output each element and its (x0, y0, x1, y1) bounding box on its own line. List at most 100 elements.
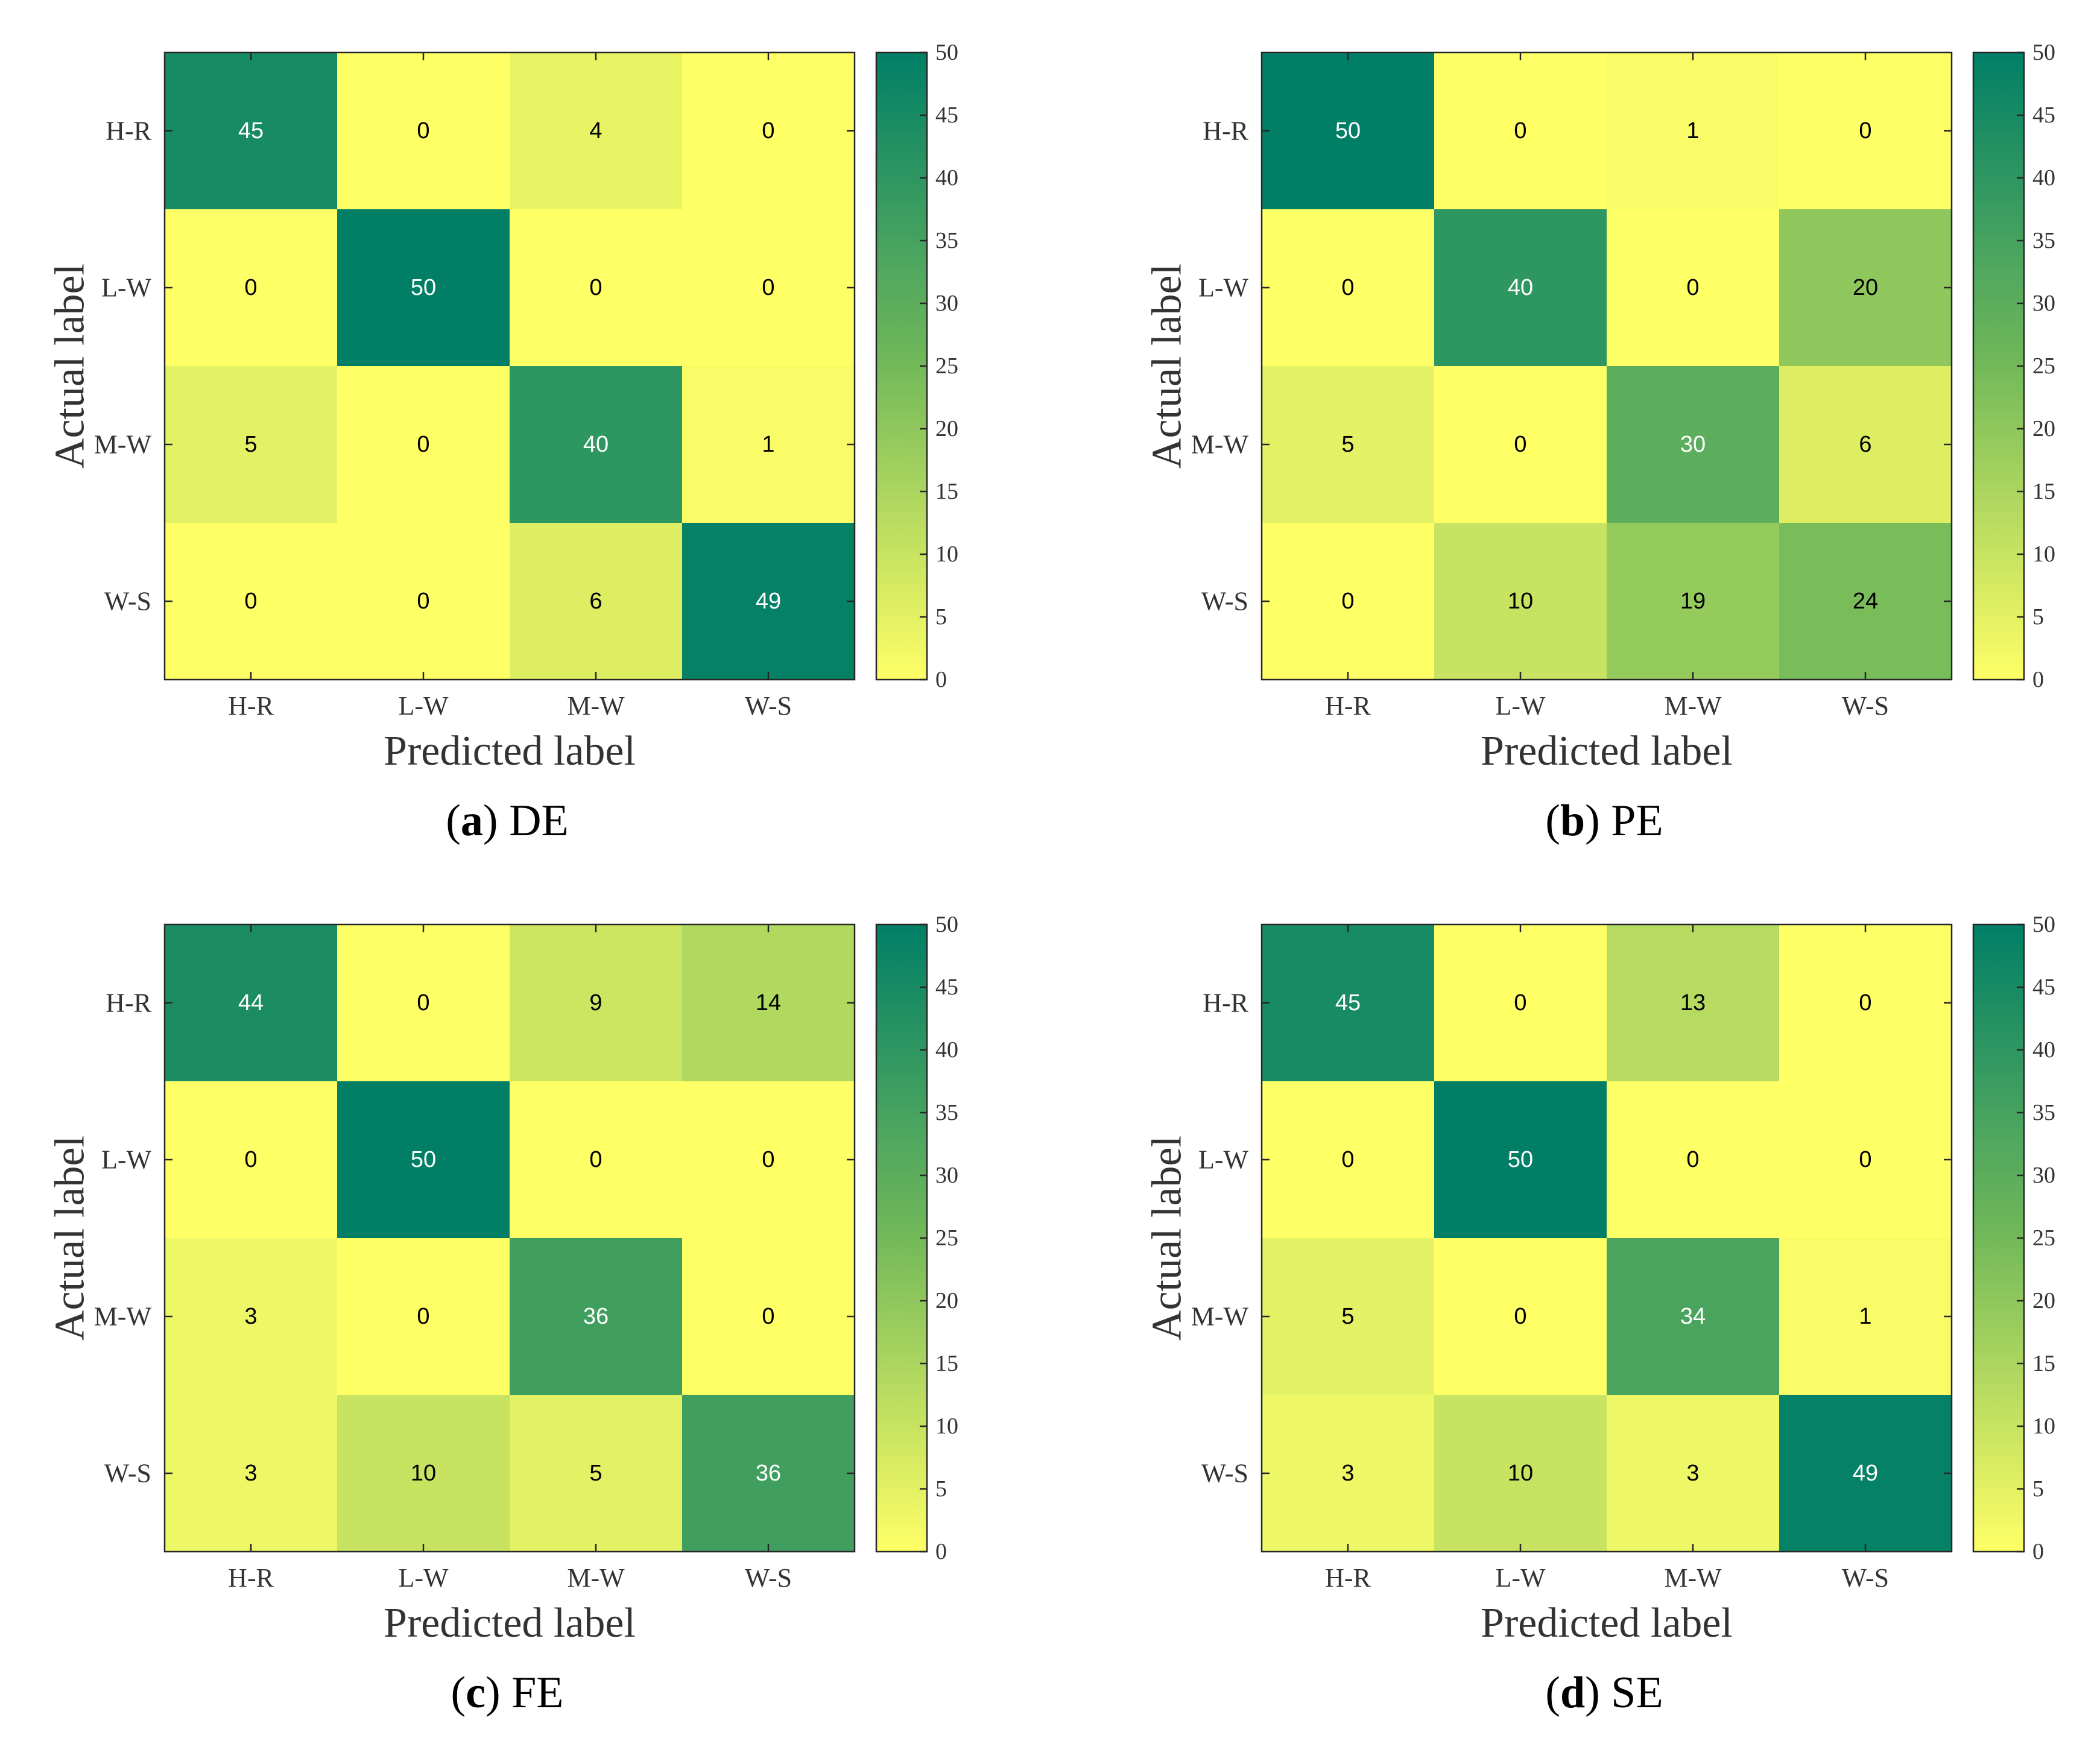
heatmap-cell (165, 924, 338, 1082)
colorbar-tick-label: 35 (935, 1100, 958, 1125)
heatmap-cell (165, 366, 338, 523)
cell-value-label: 50 (411, 1147, 436, 1172)
colorbar-tick-label: 15 (2032, 1351, 2055, 1376)
colorbar-tick-label: 20 (935, 416, 958, 441)
colorbar-tick-label: 35 (2032, 228, 2055, 253)
cell-value-label: 45 (238, 118, 264, 144)
x-axis-label: Predicted label (1481, 1600, 1733, 1646)
colorbar-tick-label: 50 (2032, 912, 2055, 937)
panel-caption: (a) DE (446, 796, 568, 845)
colorbar-tick-label: 15 (2032, 479, 2055, 504)
cell-value-label: 0 (1514, 432, 1526, 457)
cell-value-label: 3 (244, 1461, 257, 1486)
x-tick-label: L-W (1495, 1563, 1546, 1593)
heatmap-cell (1434, 1395, 1607, 1552)
cell-value-label: 0 (417, 990, 429, 1016)
heatmap-cell (1262, 924, 1435, 1082)
x-tick-label: W-S (1842, 1563, 1889, 1593)
x-tick-label: L-W (1495, 691, 1546, 721)
heatmap-cell (337, 523, 510, 680)
colorbar-tick-label: 10 (935, 542, 958, 567)
heatmap-cell (1607, 1081, 1780, 1239)
colorbar (1973, 924, 2024, 1552)
colorbar-tick-label: 30 (2032, 1163, 2055, 1188)
heatmap-cell (510, 523, 683, 680)
y-tick-label: H-R (1203, 116, 1248, 146)
x-axis-label: Predicted label (384, 1600, 636, 1646)
panel-letter: b (1560, 796, 1585, 845)
cell-value-label: 0 (1686, 275, 1699, 300)
x-tick-label: M-W (567, 691, 625, 721)
cell-value-label: 36 (583, 1304, 609, 1329)
heatmap-cell (1434, 924, 1607, 1082)
cell-value-label: 0 (244, 589, 257, 614)
heatmap-cell (1262, 1395, 1435, 1552)
cell-value-label: 36 (756, 1461, 781, 1486)
colorbar-tick-label: 20 (2032, 416, 2055, 441)
panel-title: FE (511, 1668, 563, 1717)
axes-frame (1260, 923, 1953, 1553)
colorbar-tick-label: 10 (935, 1414, 958, 1439)
cell-value-label: 5 (1341, 1304, 1354, 1329)
colorbar-tick-label: 15 (935, 479, 958, 504)
heatmap-cell (510, 209, 683, 367)
colorbar-tick-label: 25 (2032, 353, 2055, 379)
colorbar (876, 52, 927, 680)
colorbar-tick-label: 5 (2032, 1476, 2044, 1502)
cell-value-label: 50 (1508, 1147, 1533, 1172)
colorbar-tick-label: 20 (935, 1288, 958, 1313)
heatmap-cell (1779, 209, 1952, 367)
cell-value-label: 0 (762, 275, 774, 300)
heatmap-cell (1434, 52, 1607, 210)
cell-value-label: 20 (1853, 275, 1878, 300)
panel-c: 44 0 9 140 50 0 03 0 36 03 10 5 36H-RH-RL-WL-WM-WM-W… (47, 912, 959, 1717)
x-tick-label: W-S (745, 691, 792, 721)
cell-value-label: 4 (589, 118, 602, 144)
heatmap-cell (1434, 1081, 1607, 1239)
cell-value-label: 0 (244, 1147, 257, 1172)
heatmap-cell (1262, 209, 1435, 367)
heatmap-cell (1779, 366, 1952, 523)
colorbar-tick-label: 35 (935, 228, 958, 253)
cell-value-label: 0 (1859, 1147, 1871, 1172)
cell-value-label: 1 (1859, 1304, 1871, 1329)
colorbar (1973, 52, 2024, 680)
cell-value-label: 0 (762, 1304, 774, 1329)
colorbar-tick-label: 45 (2032, 103, 2055, 128)
heatmap-cell (337, 366, 510, 523)
heatmap-cell (510, 1081, 683, 1239)
x-tick-label: W-S (745, 1563, 792, 1593)
panel-caption: (b) PE (1545, 796, 1663, 845)
cell-value-label: 49 (1853, 1461, 1878, 1486)
heatmap-cell (1779, 1395, 1952, 1552)
y-tick-label: H-R (106, 988, 151, 1018)
heatmap-cell (1779, 1238, 1952, 1395)
heatmap-cell (1779, 924, 1952, 1082)
colorbar-tick-label: 5 (2032, 604, 2044, 630)
heatmap-cell (1262, 1081, 1435, 1239)
cell-value-label: 50 (1335, 118, 1361, 144)
x-tick-label: H-R (228, 1563, 274, 1593)
heatmap-cell (337, 209, 510, 367)
panel-caption: (c) FE (451, 1668, 563, 1717)
colorbar-tick-label: 25 (2032, 1225, 2055, 1251)
colorbar-tick-label: 10 (2032, 542, 2055, 567)
cell-value-label: 40 (583, 432, 609, 457)
y-tick-label: W-S (1201, 587, 1248, 616)
colorbar-tick-label: 40 (935, 165, 958, 191)
cell-value-label: 0 (1341, 275, 1354, 300)
heatmap-cell (1607, 1238, 1780, 1395)
cell-value-label: 0 (762, 118, 774, 144)
heatmap-cell (682, 366, 855, 523)
heatmap-cell (682, 209, 855, 367)
y-tick-label: W-S (104, 1459, 151, 1488)
axes-frame (1260, 51, 1953, 681)
heatmap-cell (337, 1395, 510, 1552)
panel-title: DE (509, 796, 569, 845)
cell-value-label: 24 (1853, 589, 1878, 614)
colorbar-tick-label: 0 (935, 1539, 947, 1564)
heatmap-cell (1434, 209, 1607, 367)
y-tick-label: M-W (94, 430, 152, 460)
heatmap-cell (682, 1081, 855, 1239)
